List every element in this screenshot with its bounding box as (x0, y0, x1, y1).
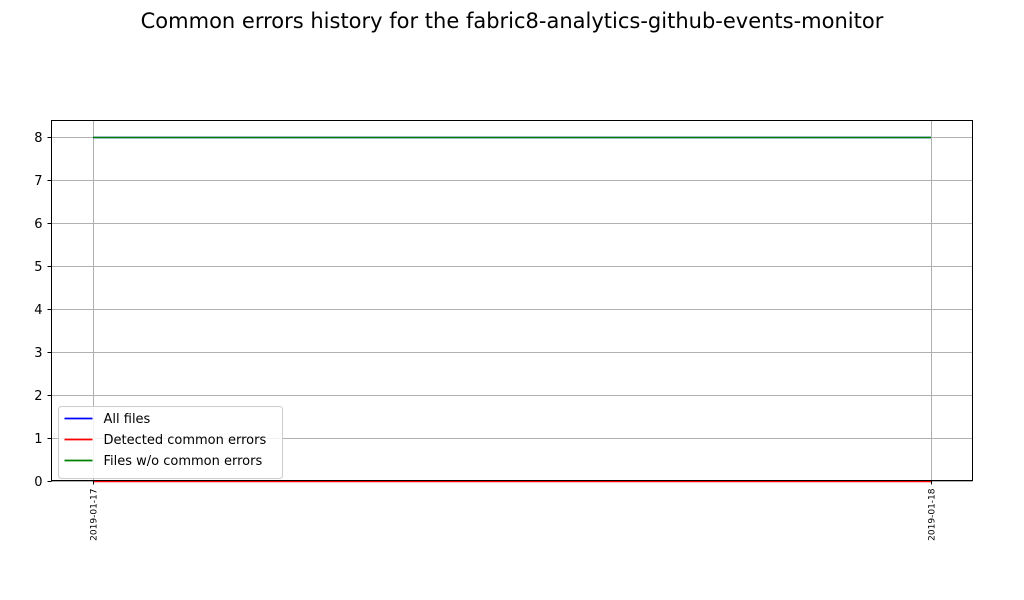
y-tick-label: 8 (34, 131, 42, 146)
legend-box (58, 406, 283, 479)
y-tick-label: 4 (34, 303, 42, 318)
series-lines (93, 136, 931, 483)
plot-frame (51, 120, 973, 481)
y-axis: 0 1 2 3 4 5 6 7 8 (34, 131, 52, 490)
y-tick-label: 2 (34, 389, 42, 404)
legend-label: All files (104, 412, 151, 427)
y-tick-label: 7 (34, 174, 42, 189)
y-tick-label: 0 (34, 475, 42, 490)
y-tick-label: 6 (34, 217, 42, 232)
chart-title: Common errors history for the fabric8-an… (141, 9, 884, 33)
x-tick-label: 2019-01-18 (928, 488, 938, 541)
y-tick-label: 5 (34, 260, 42, 275)
legend: All files Detected common errors Files w/o… (58, 406, 283, 479)
legend-label: Detected common errors (104, 433, 267, 448)
x-tick-label: 2019-01-17 (90, 489, 100, 541)
y-tick-label: 3 (34, 346, 42, 361)
x-axis: 2019-01-17 2019-01-18 (90, 480, 938, 541)
y-tick-label: 1 (34, 432, 42, 447)
legend-label: Files w/o common errors (104, 454, 263, 469)
